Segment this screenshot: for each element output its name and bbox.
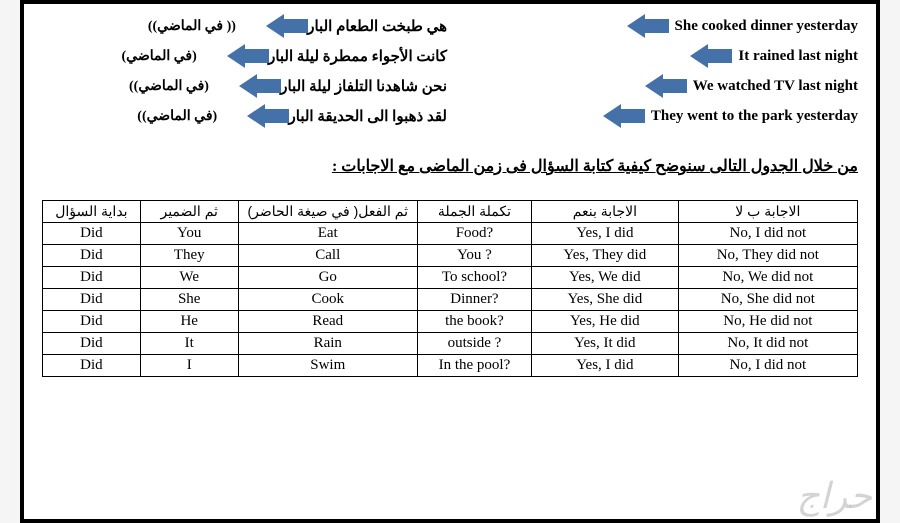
- cell: To school?: [417, 267, 531, 289]
- cell: Yes, They did: [531, 245, 678, 267]
- col-verb: ثم الفعل( في صيغة الحاضر): [238, 201, 417, 223]
- cell: Did: [43, 223, 141, 245]
- cell: Dinner?: [417, 289, 531, 311]
- cell: Yes, We did: [531, 267, 678, 289]
- table-row: Did You Eat Food? Yes, I did No, I did n…: [43, 223, 858, 245]
- arrow-left-icon: [603, 104, 645, 128]
- table-row: Did We Go To school? Yes, We did No, We …: [43, 267, 858, 289]
- arabic-side: هي طبخت الطعام البارحة (( في الماضي)): [42, 14, 447, 38]
- cell: Rain: [238, 333, 417, 355]
- english-side: They went to the park yesterday: [453, 104, 858, 128]
- col-yes-answer: الاجابة بنعم: [531, 201, 678, 223]
- cell: No, They did not: [678, 245, 857, 267]
- cell: Did: [43, 355, 141, 377]
- cell: You: [140, 223, 238, 245]
- tense-note: (في الماضي)): [129, 78, 209, 95]
- english-text: They went to the park yesterday: [651, 108, 858, 125]
- cell: You ?: [417, 245, 531, 267]
- cell: I: [140, 355, 238, 377]
- cell: In the pool?: [417, 355, 531, 377]
- document-page: هي طبخت الطعام البارحة (( في الماضي)) Sh…: [20, 0, 880, 523]
- example-row: لقد ذهبوا الى الحديقة البارحة (في الماضي…: [42, 104, 858, 128]
- arrow-left-icon: [242, 14, 284, 38]
- col-no-answer: الاجابة ب لا: [678, 201, 857, 223]
- tense-note: (في الماضي): [122, 48, 197, 65]
- example-row: هي طبخت الطعام البارحة (( في الماضي)) Sh…: [42, 14, 858, 38]
- cell: No, She did not: [678, 289, 857, 311]
- cell: outside ?: [417, 333, 531, 355]
- section-heading: من خلال الجدول التالى سنوضح كيفية كتابة …: [42, 156, 858, 176]
- cell: Swim: [238, 355, 417, 377]
- arrow-left-icon: [690, 44, 732, 68]
- cell: No, We did not: [678, 267, 857, 289]
- cell: She: [140, 289, 238, 311]
- table-row: Did They Call You ? Yes, They did No, Th…: [43, 245, 858, 267]
- arrow-left-icon: [203, 44, 245, 68]
- cell: Yes, I did: [531, 355, 678, 377]
- english-side: We watched TV last night: [453, 74, 858, 98]
- arabic-text: هي طبخت الطعام البارحة: [290, 17, 447, 36]
- col-complement: تكملة الجملة: [417, 201, 531, 223]
- cell: Did: [43, 245, 141, 267]
- table-body: Did You Eat Food? Yes, I did No, I did n…: [43, 223, 858, 377]
- english-side: She cooked dinner yesterday: [453, 14, 858, 38]
- arabic-text: نحن شاهدنا التلفاز ليلة البارحة: [263, 77, 447, 96]
- cell: Yes, I did: [531, 223, 678, 245]
- cell: It: [140, 333, 238, 355]
- col-question-start: بداية السؤال: [43, 201, 141, 223]
- cell: No, He did not: [678, 311, 857, 333]
- cell: No, It did not: [678, 333, 857, 355]
- arabic-side: كانت الأجواء ممطرة ليلة البارحة (في الما…: [42, 44, 447, 68]
- cell: We: [140, 267, 238, 289]
- table-header-row: بداية السؤال ثم الضمير ثم الفعل( في صيغة…: [43, 201, 858, 223]
- cell: Food?: [417, 223, 531, 245]
- col-pronoun: ثم الضمير: [140, 201, 238, 223]
- cell: the book?: [417, 311, 531, 333]
- english-text: She cooked dinner yesterday: [675, 18, 858, 35]
- table-row: Did It Rain outside ? Yes, It did No, It…: [43, 333, 858, 355]
- table-row: Did He Read the book? Yes, He did No, He…: [43, 311, 858, 333]
- english-text: It rained last night: [738, 48, 858, 65]
- table-row: Did I Swim In the pool? Yes, I did No, I…: [43, 355, 858, 377]
- tense-note: (في الماضي)): [137, 108, 217, 125]
- table-row: Did She Cook Dinner? Yes, She did No, Sh…: [43, 289, 858, 311]
- cell: Did: [43, 311, 141, 333]
- arrow-left-icon: [223, 104, 265, 128]
- cell: Yes, It did: [531, 333, 678, 355]
- english-side: It rained last night: [453, 44, 858, 68]
- cell: They: [140, 245, 238, 267]
- cell: No, I did not: [678, 355, 857, 377]
- tense-note: (( في الماضي)): [148, 18, 236, 35]
- cell: Eat: [238, 223, 417, 245]
- cell: Go: [238, 267, 417, 289]
- english-text: We watched TV last night: [693, 78, 858, 95]
- arabic-side: نحن شاهدنا التلفاز ليلة البارحة (في الما…: [42, 74, 447, 98]
- cell: Did: [43, 267, 141, 289]
- arrow-left-icon: [645, 74, 687, 98]
- arabic-text: لقد ذهبوا الى الحديقة البارحة: [271, 107, 447, 126]
- cell: Did: [43, 333, 141, 355]
- cell: Yes, She did: [531, 289, 678, 311]
- cell: Cook: [238, 289, 417, 311]
- arrow-left-icon: [215, 74, 257, 98]
- arabic-text: كانت الأجواء ممطرة ليلة البارحة: [251, 47, 447, 66]
- arabic-side: لقد ذهبوا الى الحديقة البارحة (في الماضي…: [42, 104, 447, 128]
- cell: Did: [43, 289, 141, 311]
- cell: Call: [238, 245, 417, 267]
- cell: Yes, He did: [531, 311, 678, 333]
- example-row: كانت الأجواء ممطرة ليلة البارحة (في الما…: [42, 44, 858, 68]
- grammar-table: بداية السؤال ثم الضمير ثم الفعل( في صيغة…: [42, 200, 858, 377]
- cell: Read: [238, 311, 417, 333]
- examples-section: هي طبخت الطعام البارحة (( في الماضي)) Sh…: [42, 14, 858, 128]
- cell: No, I did not: [678, 223, 857, 245]
- cell: He: [140, 311, 238, 333]
- arrow-left-icon: [627, 14, 669, 38]
- example-row: نحن شاهدنا التلفاز ليلة البارحة (في الما…: [42, 74, 858, 98]
